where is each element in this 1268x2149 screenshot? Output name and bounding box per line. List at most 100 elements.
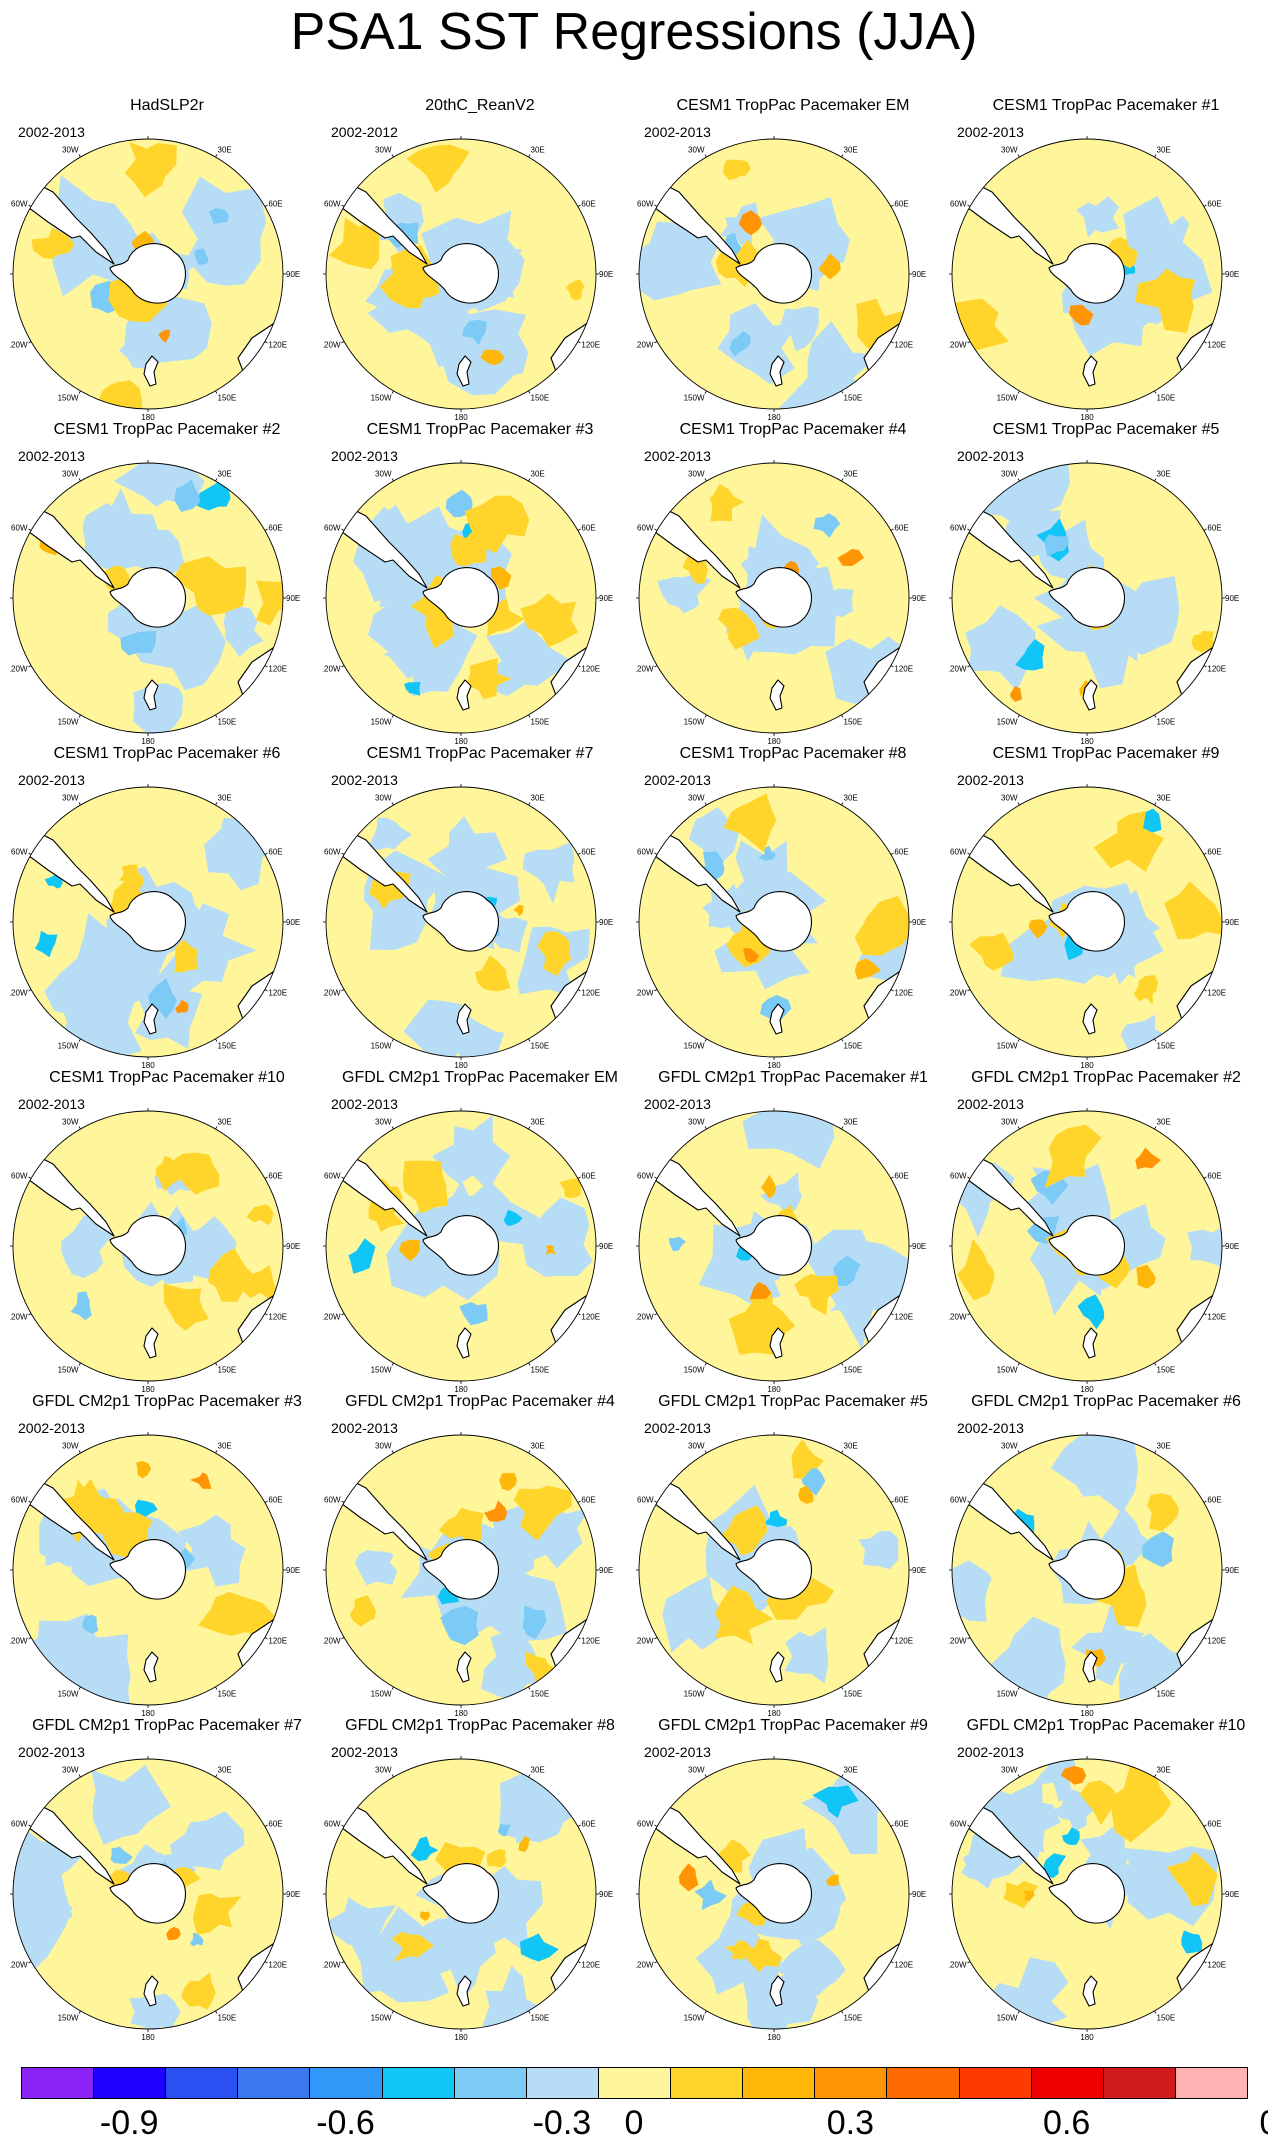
antarctica-landmass [1048, 1215, 1126, 1276]
longitude-label: 90E [286, 270, 300, 279]
longitude-label: 120W [323, 989, 341, 998]
positive-anomaly-region [957, 1238, 995, 1301]
longitude-label: 30W [62, 470, 79, 479]
antarctica-landmass [735, 891, 813, 952]
longitude-label: 30E [1157, 470, 1171, 479]
negative-anomaly-region [973, 463, 1070, 537]
polar-map: 018090W90E60W30W30E60E120W150W120E150E [949, 1108, 1239, 1393]
longitude-label: 90E [1225, 1566, 1239, 1575]
longitude-label: 30W [688, 1118, 705, 1127]
longitude-label: 180 [767, 1709, 781, 1717]
panel-title: HadSLP2r [130, 97, 204, 114]
positive-anomaly-region [726, 909, 774, 968]
negative-anomaly-region [961, 1845, 995, 1890]
longitude-label: 150W [58, 2013, 79, 2022]
longitude-label: 120E [894, 1313, 913, 1322]
longitude-label: 30E [531, 146, 545, 155]
longitude-label: 30E [844, 470, 858, 479]
positive-anomaly-region [474, 955, 511, 992]
panel-title: GFDL CM2p1 TropPac Pacemaker #9 [658, 1717, 928, 1734]
new-zealand-landmass [1082, 1327, 1098, 1359]
positive-anomaly-region [723, 793, 777, 853]
longitude-label: 30E [531, 470, 545, 479]
longitude-label: 60W [11, 848, 28, 857]
longitude-label: 60W [950, 1496, 967, 1505]
longitude-label: 90E [1225, 918, 1239, 927]
longitude-label: 30W [375, 1118, 392, 1127]
longitude-label: 60E [581, 200, 595, 209]
positive-anomaly-region [486, 1849, 507, 1868]
positive-anomaly-region [748, 1287, 778, 1317]
positive-anomaly-region [391, 1931, 434, 1962]
colorbar-swatch [165, 2067, 239, 2099]
longitude-label: 60W [324, 1820, 341, 1829]
colorbar-swatch [1174, 2067, 1248, 2099]
map-panel: GFDL CM2p1 TropPac Pacemaker #4 2002-2013… [323, 1392, 637, 1717]
longitude-label: 120E [268, 1313, 287, 1322]
longitude-label: 30E [844, 146, 858, 155]
polar-map: 018090W90E60W30W30E60E120W150W120E150E [323, 136, 613, 421]
longitude-label: 0 [459, 784, 464, 785]
longitude-label: 0 [772, 1108, 777, 1109]
longitude-label: 150W [684, 1689, 705, 1698]
new-zealand-landmass [1082, 679, 1098, 711]
longitude-label: 120E [894, 1637, 913, 1646]
map-panel: CESM1 TropPac Pacemaker #10 2002-2013 0 180… [10, 1068, 324, 1393]
map-panel: CESM1 TropPac Pacemaker #6 2002-2013 0 180 9… [10, 744, 324, 1069]
longitude-label: 90E [599, 270, 613, 279]
panel-title: GFDL CM2p1 TropPac Pacemaker #1 [658, 1069, 928, 1086]
positive-anomaly-region [51, 1479, 108, 1543]
longitude-label: 150E [1157, 393, 1176, 402]
antarctica-landmass [735, 1215, 813, 1276]
longitude-label: 30W [62, 1118, 79, 1127]
longitude-label: 0 [1085, 784, 1090, 785]
colorbar-swatch [742, 2067, 816, 2099]
longitude-label: 150E [531, 717, 550, 726]
negative-anomaly-region [760, 1172, 802, 1213]
longitude-label: 150W [997, 1365, 1018, 1374]
longitude-label: 0 [772, 136, 777, 137]
longitude-label: 0 [772, 1432, 777, 1433]
longitude-label: 60W [637, 200, 654, 209]
positive-anomaly-region [525, 1651, 558, 1695]
longitude-label: 60W [637, 1172, 654, 1181]
longitude-label: 150W [371, 1365, 392, 1374]
longitude-label: 150W [371, 717, 392, 726]
negative-anomaly-region [223, 606, 264, 658]
antarctica-landmass [422, 891, 500, 952]
longitude-label: 120W [10, 1961, 28, 1970]
longitude-label: 90E [912, 1890, 926, 1899]
longitude-label: 30E [1157, 794, 1171, 803]
longitude-label: 30W [62, 794, 79, 803]
longitude-label: 150E [1157, 1689, 1176, 1698]
longitude-label: 180 [454, 1061, 468, 1069]
panel-period: 2002-2013 [644, 448, 711, 464]
longitude-label: 30W [1001, 470, 1018, 479]
longitude-label: 90E [599, 594, 613, 603]
panel-period: 2002-2013 [18, 124, 85, 140]
polar-map: 018090W90E60W30W30E60E120W150W120E150E [636, 1108, 926, 1393]
colorbar-swatch [670, 2067, 744, 2099]
longitude-label: 180 [141, 1061, 155, 1069]
longitude-label: 150E [844, 2013, 863, 2022]
negative-anomaly-region [1080, 1826, 1134, 1881]
longitude-label: 180 [141, 737, 155, 745]
longitude-label: 180 [454, 413, 468, 421]
panel-period: 2002-2013 [644, 1744, 711, 1760]
longitude-label: 150W [684, 1365, 705, 1374]
positive-anomaly-region [402, 1160, 448, 1214]
colorbar-swatch [21, 2067, 95, 2099]
polar-map: 018090W90E60W30W30E60E120W150W120E150E [10, 136, 300, 421]
longitude-label: 90E [912, 1242, 926, 1251]
longitude-label: 120E [581, 1637, 600, 1646]
panel-period: 2002-2013 [331, 448, 398, 464]
new-zealand-landmass [456, 1651, 472, 1683]
negative-anomaly-region [368, 817, 413, 851]
antarctica-landmass [1048, 891, 1126, 952]
map-panel: 20thC_ReanV22002-2012018090W90E60W30W30E… [323, 96, 637, 421]
colorbar-tick-label: 0.9 [1259, 2103, 1268, 2143]
longitude-label: 60E [268, 524, 282, 533]
longitude-label: 60W [324, 524, 341, 533]
panel-grid: HadSLP2r2002-2013018090W90E60W30W30E60E1… [10, 96, 1245, 2041]
antarctica-landmass [1048, 1863, 1126, 1924]
